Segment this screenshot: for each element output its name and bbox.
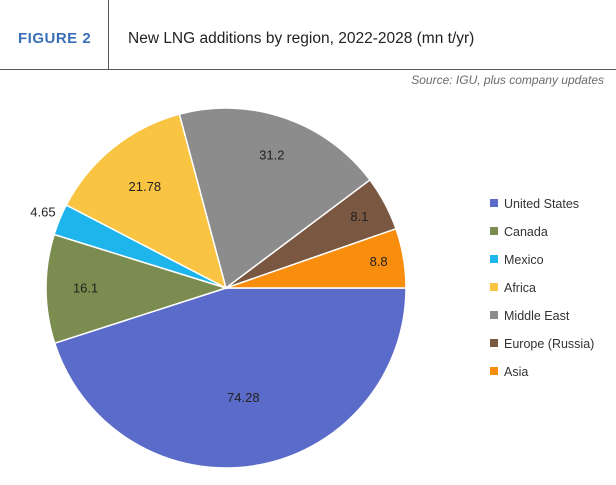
data-label-united-states: 74.28 — [227, 390, 260, 405]
pie-slices — [45, 107, 407, 469]
slice-asia — [225, 227, 407, 289]
data-label-asia: 8.8 — [370, 254, 388, 269]
pie-labels: 74.28 16.1 4.65 21.78 31.2 8.1 8.8 — [30, 147, 387, 405]
data-label-mexico: 4.65 — [30, 205, 55, 220]
legend-swatch-europe-russia — [490, 339, 498, 347]
legend-swatch-africa — [490, 283, 498, 291]
data-label-europe-russia: 8.1 — [350, 209, 368, 224]
legend-label-mexico: Mexico — [504, 253, 544, 267]
legend-swatch-united-states — [490, 199, 498, 207]
slice-middle-east — [178, 107, 372, 290]
legend-label-asia: Asia — [504, 365, 528, 379]
data-label-canada: 16.1 — [73, 281, 98, 296]
slice-united-states — [53, 287, 407, 469]
slice-africa — [65, 113, 228, 290]
slice-canada — [45, 233, 229, 345]
figure-header: FIGURE 2 New LNG additions by region, 20… — [0, 0, 616, 70]
legend-label-united-states: United States — [504, 197, 579, 211]
figure-label: FIGURE 2 — [18, 30, 92, 47]
legend-swatch-canada — [490, 227, 498, 235]
legend-label-europe-russia: Europe (Russia) — [504, 337, 594, 351]
legend-label-africa: Africa — [504, 281, 536, 295]
legend-swatch-mexico — [490, 255, 498, 263]
legend-swatch-middle-east — [490, 311, 498, 319]
legend: United States Canada Mexico Africa Middle Ea… — [490, 197, 594, 379]
data-label-africa: 21.78 — [129, 179, 162, 194]
header-rule — [0, 69, 616, 70]
legend-label-middle-east: Middle East — [504, 309, 570, 323]
source-note: Source: IGU, plus company updates — [411, 73, 604, 87]
figure-title: New LNG additions by region, 2022-2028 (… — [128, 30, 475, 47]
data-label-middle-east: 31.2 — [259, 147, 284, 162]
legend-swatch-asia — [490, 367, 498, 375]
legend-label-canada: Canada — [504, 225, 548, 239]
header-divider — [108, 0, 109, 70]
